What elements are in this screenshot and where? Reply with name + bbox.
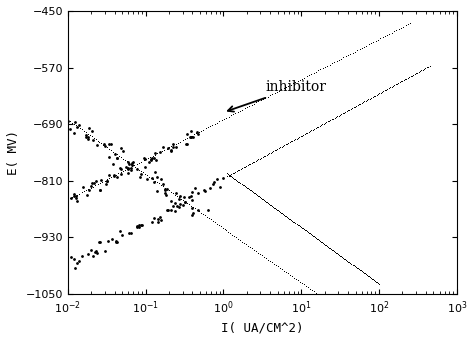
Text: inhibitor: inhibitor xyxy=(228,80,327,112)
X-axis label: I( UA/CM^2): I( UA/CM^2) xyxy=(221,321,303,334)
Y-axis label: E( MV): E( MV) xyxy=(7,130,20,175)
